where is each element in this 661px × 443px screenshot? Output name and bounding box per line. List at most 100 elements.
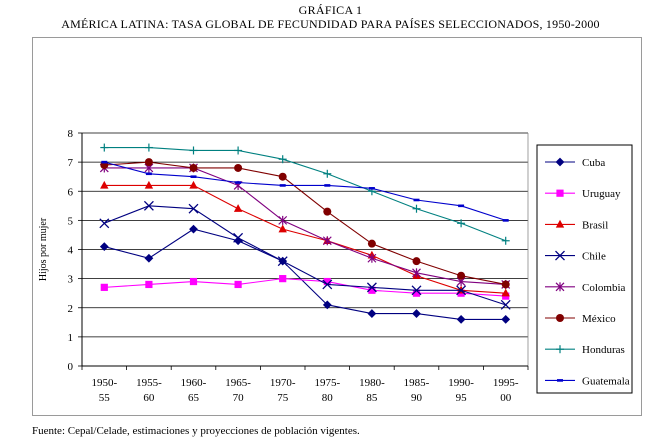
marker-triangle <box>278 224 287 233</box>
marker-circle <box>234 163 243 172</box>
marker-bar <box>235 181 242 184</box>
marker-plus <box>189 146 198 155</box>
marker-triangle <box>189 180 198 189</box>
y-tick-label: 0 <box>68 361 74 373</box>
marker-bar <box>557 379 563 382</box>
y-tick-label: 2 <box>68 303 74 315</box>
x-tick-label: 65 <box>188 392 200 404</box>
marker-plus <box>100 143 109 152</box>
series-line <box>104 167 506 285</box>
marker-x <box>555 250 565 261</box>
marker-square <box>556 189 564 197</box>
marker-plus <box>323 169 332 178</box>
marker-diamond <box>367 309 377 318</box>
marker-x-stroke <box>188 203 199 214</box>
y-tick-label: 8 <box>68 128 74 140</box>
marker-x-stroke <box>99 218 110 229</box>
chart-title: AMÉRICA LATINA: TASA GLOBAL DE FECUNDIDA… <box>61 17 600 31</box>
marker-bar <box>458 204 465 208</box>
series-line <box>104 161 506 285</box>
legend-item: Uruguay <box>545 188 621 200</box>
x-tick-label: 1955- <box>136 377 162 389</box>
legend-label: Brasil <box>582 219 608 231</box>
x-tick-label: 70 <box>233 392 245 404</box>
source-note: Fuente: Cepal/Celade, estimaciones y pro… <box>32 425 360 437</box>
chart-frame <box>32 37 642 416</box>
marker-x-stroke <box>322 279 333 290</box>
marker-x-stroke <box>411 285 422 296</box>
x-tick-label: 55 <box>99 392 111 404</box>
marker-circle <box>189 163 198 172</box>
marker-circle <box>501 280 510 289</box>
marker-plus <box>501 236 510 245</box>
x-tick-label: 1985- <box>404 377 430 389</box>
y-tick-label: 5 <box>68 215 74 227</box>
marker-bar <box>413 198 420 202</box>
legend-item: Cuba <box>545 157 605 169</box>
marker-square <box>234 280 242 289</box>
marker-bar <box>279 184 286 187</box>
marker-plus <box>234 146 243 155</box>
x-tick-label: 1960- <box>181 377 207 389</box>
series-colombia <box>99 163 511 289</box>
marker-plus <box>457 219 466 228</box>
marker-triangle <box>555 219 565 228</box>
marker-circle <box>412 257 421 266</box>
y-axis-label: Hijos por mujer <box>38 217 49 281</box>
x-tick-label: 1975- <box>314 377 340 389</box>
marker-x-stroke <box>456 285 467 296</box>
marker-triangle <box>501 288 510 297</box>
marker-x-stroke <box>143 200 154 211</box>
series-chile <box>99 200 511 310</box>
chart-label: GRÁFICA 1 <box>298 3 363 17</box>
marker-circle <box>367 239 376 248</box>
marker-triangle <box>233 204 243 212</box>
marker-diamond <box>189 224 198 234</box>
marker-star <box>555 282 565 292</box>
marker-square <box>279 275 287 283</box>
marker-x <box>500 299 511 310</box>
marker-square <box>145 280 153 289</box>
marker-circle <box>556 314 564 322</box>
series-guatemala <box>101 160 509 222</box>
marker-circle <box>144 158 153 167</box>
y-tick-label: 6 <box>68 186 74 198</box>
marker-star <box>367 253 377 263</box>
marker-bar <box>502 219 509 222</box>
marker-bar <box>190 175 197 178</box>
series-line <box>104 278 506 297</box>
series-line <box>104 161 506 221</box>
marker-plus <box>278 155 287 164</box>
legend-item: Brasil <box>545 219 608 231</box>
x-tick-label: 1990- <box>448 377 474 389</box>
marker-circle <box>278 172 287 181</box>
marker-diamond <box>99 242 109 251</box>
marker-bar <box>101 160 108 164</box>
marker-star <box>322 236 332 246</box>
marker-bar <box>145 172 152 176</box>
marker-diamond <box>555 157 565 167</box>
marker-plus <box>144 143 153 152</box>
legend-item: Chile <box>545 251 606 263</box>
marker-x <box>277 256 288 267</box>
marker-plus <box>412 204 421 213</box>
marker-x <box>99 218 110 229</box>
series-cuba <box>99 224 511 324</box>
x-tick-label: 90 <box>411 392 423 404</box>
y-tick-label: 7 <box>68 157 74 169</box>
marker-x <box>411 285 422 296</box>
legend-item: México <box>545 313 616 325</box>
y-tick-label: 1 <box>68 332 74 344</box>
marker-bar <box>324 184 331 187</box>
x-tick-label: 1950- <box>91 377 117 389</box>
axes: 0 1 2 3 4 5 6 7 8 1950- 55 1955- 60 1960- 65 1965- 70 197… <box>38 128 529 404</box>
marker-x-stroke <box>366 282 377 293</box>
marker-x <box>366 282 377 293</box>
grid-lines <box>82 132 529 366</box>
series-méxico <box>100 158 510 289</box>
marker-x-stroke <box>555 250 565 261</box>
marker-star <box>278 215 288 225</box>
marker-plus <box>556 345 564 354</box>
x-tick-label: 60 <box>143 392 155 404</box>
